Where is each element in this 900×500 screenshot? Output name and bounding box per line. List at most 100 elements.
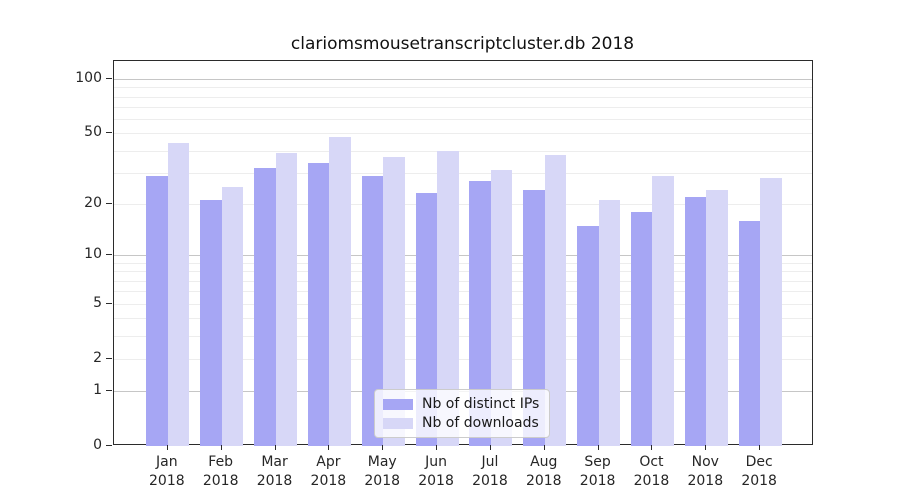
y-tick-label-2: 2 — [93, 349, 102, 366]
x-tick-aug — [543, 445, 545, 450]
y-tick-1 — [106, 389, 112, 391]
x-label-month: Jan — [156, 454, 178, 470]
gridline-major-100 — [114, 79, 812, 80]
bar-distinct-ips-feb — [200, 200, 222, 446]
y-tick-50 — [106, 132, 112, 134]
x-label-month: Feb — [208, 454, 234, 470]
y-tick-2 — [106, 357, 112, 359]
gridline-minor-7 — [114, 280, 812, 282]
gridline-minor-4 — [114, 318, 812, 319]
bar-distinct-ips-nov — [684, 196, 707, 446]
x-tick-label-sep: Sep 2018 — [568, 453, 628, 491]
x-label-month: May — [367, 454, 397, 470]
gridline-minor-2 — [114, 358, 812, 360]
legend-swatch-downloads — [383, 417, 413, 429]
gridline-minor-90 — [114, 87, 812, 89]
bar-distinct-ips-jul — [469, 181, 491, 446]
y-tick-20 — [106, 202, 112, 204]
x-label-year: 2018 — [633, 473, 670, 489]
bar-downloads-jan — [167, 143, 190, 446]
legend-label-distinct-ips: Nb of distinct IPs — [422, 396, 540, 412]
y-tick-label-0: 0 — [93, 437, 102, 453]
bar-downloads-dec — [760, 178, 782, 446]
x-tick-label-jun: Jun 2018 — [406, 453, 466, 491]
x-label-year: 2018 — [256, 473, 293, 489]
x-label-year: 2018 — [310, 473, 347, 489]
gridline-minor-30 — [114, 172, 812, 174]
x-tick-label-may: May 2018 — [352, 453, 412, 491]
bar-downloads-apr — [329, 136, 351, 446]
x-tick-jan — [166, 445, 168, 450]
chart-title: clariomsmousetranscriptcluster.db 2018 — [290, 34, 635, 54]
gridline-minor-20 — [114, 203, 812, 205]
x-tick-label-aug: Aug 2018 — [514, 453, 574, 491]
gridline-minor-70 — [114, 107, 812, 109]
y-tick-100 — [106, 78, 112, 79]
gridline-minor-5 — [114, 303, 812, 305]
x-label-year: 2018 — [418, 473, 454, 489]
legend: Nb of distinct IPs Nb of downloads — [374, 389, 551, 438]
bar-downloads-may — [383, 156, 405, 446]
y-tick-label-50: 50 — [84, 124, 102, 141]
bar-distinct-ips-mar — [254, 167, 276, 446]
bar-distinct-ips-sep — [577, 225, 599, 446]
bar-downloads-jun — [437, 150, 459, 446]
x-tick-label-nov: Nov 2018 — [675, 453, 735, 491]
x-label-year: 2018 — [741, 473, 777, 489]
x-tick-label-oct: Oct 2018 — [621, 453, 681, 491]
x-label-year: 2018 — [202, 473, 239, 489]
bar-downloads-aug — [544, 154, 567, 446]
x-tick-label-dec: Dec 2018 — [729, 453, 789, 491]
y-tick-0 — [106, 445, 112, 446]
x-tick-oct — [651, 445, 653, 450]
x-tick-jun — [436, 445, 438, 450]
gridline-minor-8 — [114, 271, 812, 273]
x-tick-dec — [759, 445, 761, 450]
x-tick-nov — [705, 445, 707, 450]
y-tick-label-5: 5 — [93, 294, 102, 311]
x-label-month: Jun — [425, 454, 447, 470]
x-label-year: 2018 — [149, 473, 185, 489]
x-tick-mar — [274, 445, 276, 450]
gridline-minor-40 — [114, 150, 812, 152]
gridline-major-10 — [114, 255, 812, 257]
x-label-year: 2018 — [687, 473, 724, 489]
legend-swatch-distinct-ips — [383, 398, 413, 410]
x-label-month: Dec — [745, 454, 773, 470]
bar-distinct-ips-dec — [738, 220, 761, 446]
x-label-month: Jul — [481, 454, 499, 470]
x-tick-label-jan: Jan 2018 — [137, 453, 197, 491]
y-tick-label-1: 1 — [93, 381, 102, 398]
x-label-year: 2018 — [364, 473, 401, 489]
gridline-minor-6 — [114, 291, 812, 293]
bar-distinct-ips-apr — [307, 163, 330, 446]
x-tick-label-feb: Feb 2018 — [191, 453, 251, 491]
bar-downloads-sep — [598, 200, 621, 446]
x-tick-label-jul: Jul 2018 — [460, 453, 520, 491]
y-tick-label-10: 10 — [84, 246, 102, 263]
y-tick-10 — [106, 254, 112, 256]
bar-downloads-oct — [652, 175, 674, 446]
x-label-month: Apr — [316, 454, 341, 470]
bar-distinct-ips-jun — [415, 193, 438, 446]
x-label-year: 2018 — [525, 473, 562, 489]
bar-downloads-feb — [221, 186, 244, 446]
gridline-minor-50 — [114, 133, 812, 135]
bar-downloads-nov — [706, 190, 728, 446]
x-label-month: Oct — [639, 454, 664, 470]
y-tick-label-20: 20 — [84, 194, 102, 211]
y-tick-5 — [106, 302, 112, 304]
bar-downloads-mar — [275, 152, 298, 446]
gridline-minor-3 — [114, 335, 812, 337]
x-label-month: Mar — [261, 454, 288, 470]
y-tick-label-100: 100 — [75, 70, 102, 86]
x-tick-label-apr: Apr 2018 — [298, 453, 358, 491]
bar-distinct-ips-may — [361, 175, 384, 446]
x-label-month: Aug — [530, 454, 558, 470]
gridline-minor-9 — [114, 262, 812, 264]
x-tick-apr — [328, 445, 330, 450]
x-label-month: Sep — [584, 454, 611, 470]
bar-distinct-ips-oct — [630, 211, 653, 446]
x-label-month: Nov — [691, 454, 719, 470]
